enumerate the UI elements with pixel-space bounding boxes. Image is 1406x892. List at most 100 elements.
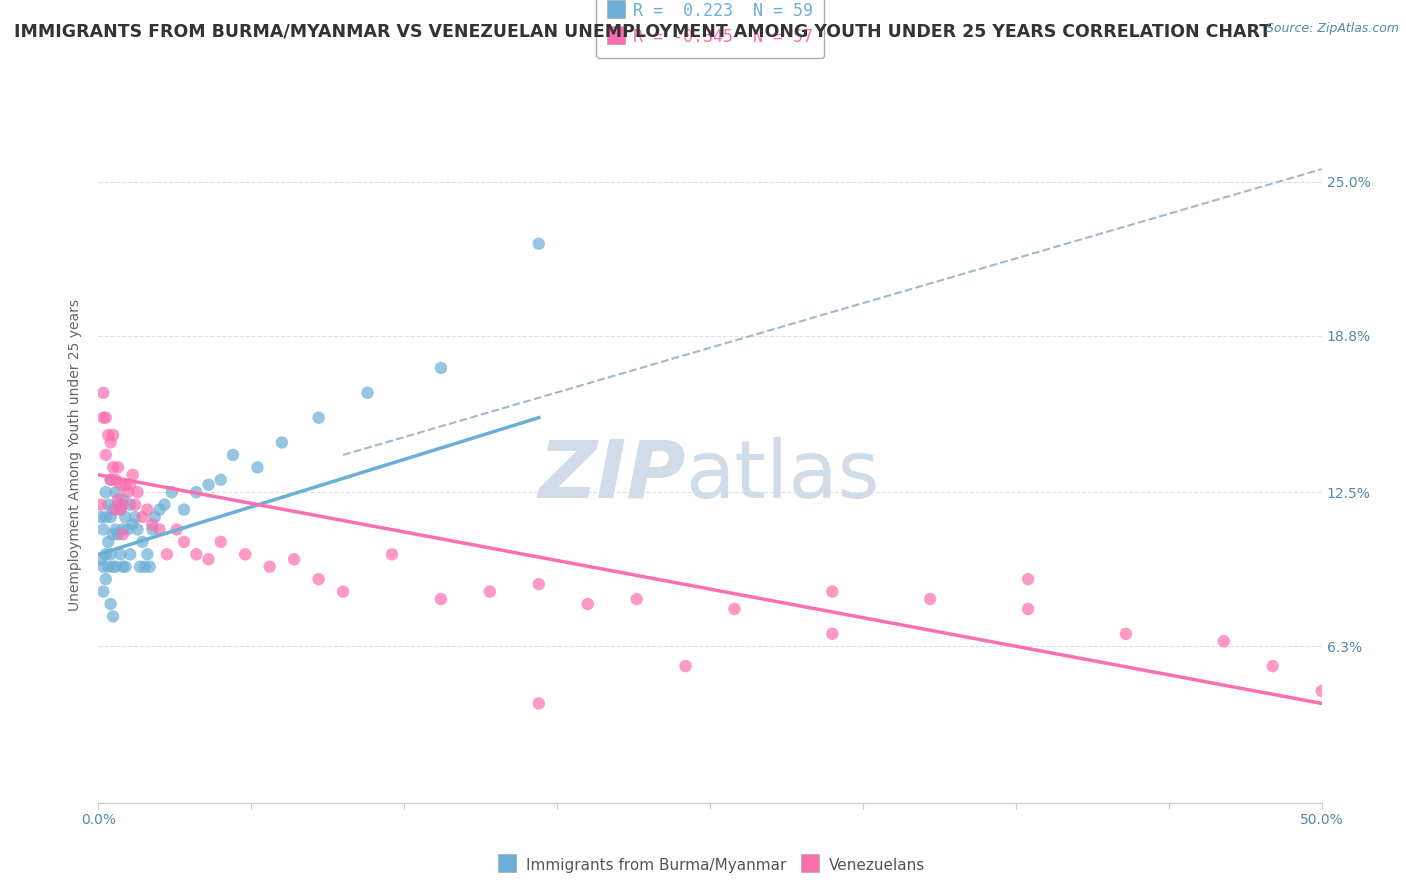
Point	[104, 473, 127, 487]
Point	[186, 547, 208, 561]
Point	[94, 485, 117, 500]
Point	[107, 498, 129, 512]
Point	[97, 559, 120, 574]
Point	[94, 510, 117, 524]
Point	[197, 552, 219, 566]
Point	[107, 460, 129, 475]
Point	[100, 435, 122, 450]
Point	[97, 428, 120, 442]
Point	[124, 510, 146, 524]
Text: ZIP: ZIP	[538, 437, 686, 515]
Point	[149, 523, 172, 537]
Point	[121, 467, 143, 482]
Point	[101, 428, 124, 442]
Point	[141, 523, 163, 537]
Point	[101, 502, 124, 516]
Point	[107, 492, 129, 507]
Point	[111, 498, 134, 512]
Point	[91, 410, 114, 425]
Text: IMMIGRANTS FROM BURMA/MYANMAR VS VENEZUELAN UNEMPLOYMENT AMONG YOUTH UNDER 25 YE: IMMIGRANTS FROM BURMA/MYANMAR VS VENEZUE…	[14, 22, 1271, 40]
Point	[100, 597, 122, 611]
Point	[131, 535, 153, 549]
Point	[430, 592, 453, 607]
Point	[209, 535, 232, 549]
Point	[723, 602, 745, 616]
Point	[1212, 634, 1234, 648]
Point	[131, 510, 153, 524]
Point	[94, 572, 117, 586]
Point	[173, 535, 195, 549]
Point	[90, 498, 112, 512]
Point	[222, 448, 245, 462]
Point	[332, 584, 354, 599]
Point	[114, 559, 136, 574]
Point	[111, 523, 134, 537]
Point	[675, 659, 697, 673]
Point	[127, 485, 149, 500]
Y-axis label: Unemployment Among Youth under 25 years: Unemployment Among Youth under 25 years	[69, 299, 83, 611]
Point	[97, 498, 120, 512]
Point	[430, 361, 453, 376]
Point	[121, 517, 143, 532]
Point	[129, 559, 152, 574]
Point	[101, 527, 124, 541]
Point	[308, 572, 330, 586]
Point	[111, 527, 134, 541]
Point	[101, 460, 124, 475]
Point	[283, 552, 305, 566]
Point	[120, 547, 142, 561]
Point	[111, 559, 134, 574]
Point	[90, 510, 112, 524]
Point	[1310, 684, 1333, 698]
Point	[527, 697, 550, 711]
Point	[110, 502, 132, 516]
Point	[1115, 627, 1137, 641]
Point	[91, 559, 114, 574]
Point	[246, 460, 269, 475]
Point	[100, 473, 122, 487]
Point	[136, 502, 159, 516]
Point	[920, 592, 942, 607]
Point	[1261, 659, 1284, 673]
Point	[100, 547, 122, 561]
Point	[576, 597, 599, 611]
Point	[101, 609, 124, 624]
Point	[117, 485, 139, 500]
Point	[149, 502, 172, 516]
Point	[478, 584, 501, 599]
Point	[1017, 572, 1039, 586]
Point	[821, 584, 844, 599]
Point	[160, 485, 183, 500]
Point	[100, 473, 122, 487]
Point	[527, 236, 550, 251]
Point	[91, 523, 114, 537]
Point	[259, 559, 281, 574]
Point	[134, 559, 156, 574]
Point	[209, 473, 232, 487]
Point	[127, 523, 149, 537]
Point	[104, 523, 127, 537]
Point	[117, 523, 139, 537]
Text: Source: ZipAtlas.com: Source: ZipAtlas.com	[1265, 22, 1399, 36]
Point	[124, 498, 146, 512]
Point	[110, 502, 132, 516]
Point	[821, 627, 844, 641]
Point	[527, 577, 550, 591]
Point	[120, 498, 142, 512]
Point	[100, 510, 122, 524]
Point	[110, 477, 132, 491]
Point	[90, 552, 112, 566]
Legend: Immigrants from Burma/Myanmar, Venezuelans: Immigrants from Burma/Myanmar, Venezuela…	[489, 850, 931, 879]
Point	[139, 559, 162, 574]
Point	[91, 385, 114, 400]
Point	[381, 547, 404, 561]
Point	[107, 527, 129, 541]
Point	[136, 547, 159, 561]
Point	[104, 559, 127, 574]
Point	[197, 477, 219, 491]
Point	[156, 547, 179, 561]
Point	[186, 485, 208, 500]
Point	[97, 535, 120, 549]
Point	[626, 592, 648, 607]
Point	[94, 448, 117, 462]
